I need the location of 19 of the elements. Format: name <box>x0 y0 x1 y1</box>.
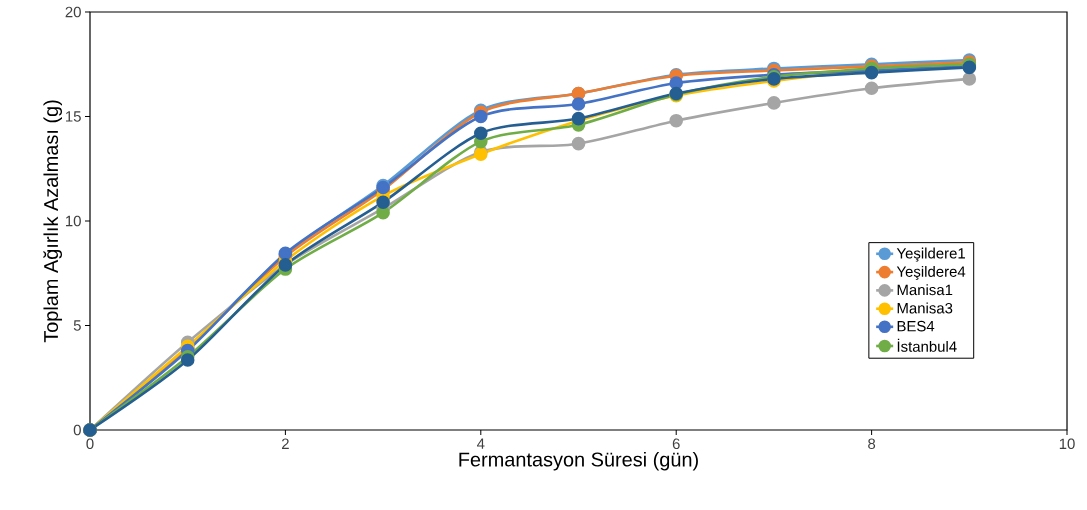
legend-label: BES4 <box>897 320 935 332</box>
y-tick-label: 5 <box>73 320 81 331</box>
x-axis-title: Fermantasyon Süresi (gün) <box>459 451 698 471</box>
y-tick-label: 0 <box>73 424 81 436</box>
x-tick-label: 0 <box>86 438 94 450</box>
x-tick-label: 6 <box>672 438 680 450</box>
x-tick-label: 8 <box>868 438 876 450</box>
y-tick-label: 10 <box>66 215 81 227</box>
legend-label: İstanbul4 <box>897 338 957 352</box>
y-axis-title: Toplam Ağırlık Azalması (g) <box>43 100 63 343</box>
y-tick-label: 20 <box>65 6 81 18</box>
legend-label: Manisa1 <box>897 284 953 296</box>
y-tick-label: 15 <box>66 111 81 122</box>
legend-label: Yeşildere4 <box>896 265 966 280</box>
x-tick-label: 10 <box>1059 438 1075 450</box>
legend-label: Manisa3 <box>897 302 953 314</box>
x-tick-label: 2 <box>282 438 289 449</box>
legend-label: Yeşildere1 <box>896 247 965 262</box>
x-tick-label: 4 <box>476 438 485 449</box>
